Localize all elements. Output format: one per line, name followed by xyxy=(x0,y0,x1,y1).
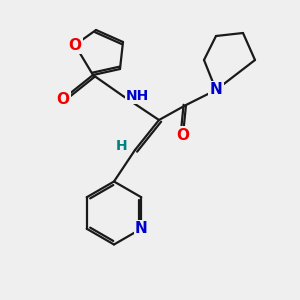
Text: H: H xyxy=(116,139,127,152)
Text: N: N xyxy=(210,82,222,98)
Text: N: N xyxy=(135,221,148,236)
Text: O: O xyxy=(56,92,70,106)
Text: O: O xyxy=(68,38,82,52)
Text: NH: NH xyxy=(126,89,149,103)
Text: O: O xyxy=(176,128,190,142)
